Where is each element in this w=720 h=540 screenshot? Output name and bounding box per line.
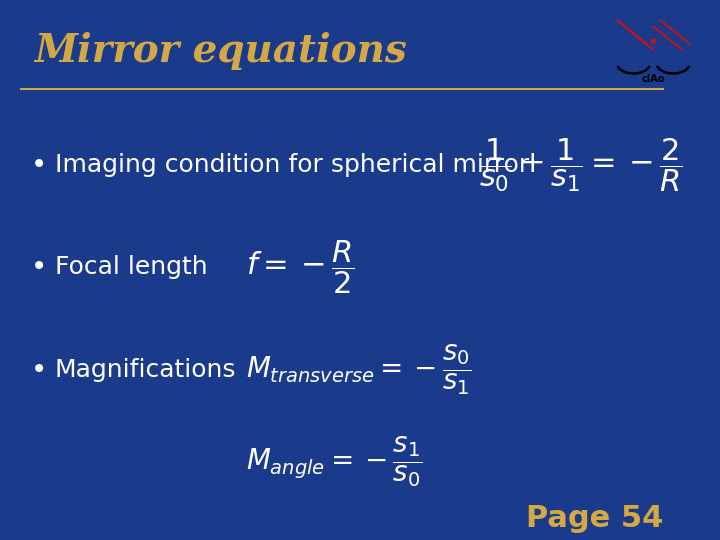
Text: cIAo: cIAo	[642, 74, 665, 84]
Text: $M_{transverse} = -\dfrac{s_0}{s_1}$: $M_{transverse} = -\dfrac{s_0}{s_1}$	[246, 343, 472, 397]
Text: Mirror equations: Mirror equations	[34, 32, 407, 70]
Text: •: •	[31, 253, 47, 281]
Text: $M_{angle} = -\dfrac{s_1}{s_0}$: $M_{angle} = -\dfrac{s_1}{s_0}$	[246, 435, 423, 489]
Text: •: •	[31, 356, 47, 384]
Text: Page 54: Page 54	[526, 504, 663, 533]
Text: Imaging condition for spherical mirror: Imaging condition for spherical mirror	[55, 153, 529, 177]
Text: $\dfrac{1}{s_0} + \dfrac{1}{s_1} = -\dfrac{2}{R}$: $\dfrac{1}{s_0} + \dfrac{1}{s_1} = -\dfr…	[479, 136, 683, 193]
Text: •: •	[31, 151, 47, 179]
Text: $f = -\dfrac{R}{2}$: $f = -\dfrac{R}{2}$	[246, 239, 355, 296]
Text: Focal length: Focal length	[55, 255, 207, 279]
Text: Magnifications: Magnifications	[55, 358, 236, 382]
